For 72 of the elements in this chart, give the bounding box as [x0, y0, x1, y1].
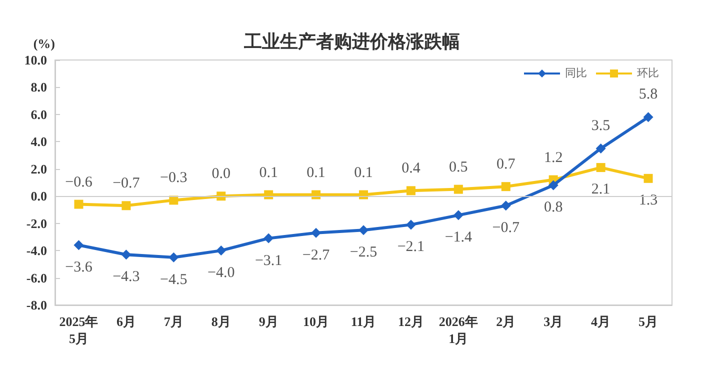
point	[644, 174, 653, 183]
point	[358, 225, 368, 236]
y-tick-label: 6.0	[30, 106, 47, 122]
x-tick-label: 6月	[116, 314, 136, 329]
point	[453, 210, 464, 220]
point	[406, 186, 416, 196]
legend-label: 环比	[637, 66, 659, 80]
x-tick-label: 8月	[211, 314, 231, 329]
point	[454, 184, 463, 194]
data-label: 0.8	[544, 200, 563, 216]
point	[501, 182, 510, 192]
data-label: 0.1	[354, 164, 373, 181]
point	[122, 201, 131, 210]
point	[264, 233, 274, 244]
data-label: 2.1	[591, 182, 610, 198]
data-label: 3.5	[591, 118, 610, 134]
point	[596, 163, 606, 172]
y-tick-label: 0.0	[30, 188, 47, 204]
x-tick-label: 10月	[303, 314, 330, 329]
data-label: −4.5	[160, 272, 188, 288]
x-tick-label: 7月	[164, 314, 184, 329]
x-tick-label: 12月	[398, 314, 424, 329]
data-label: 5.8	[638, 86, 658, 103]
data-label: 0.7	[496, 156, 516, 173]
data-label: −0.7	[112, 176, 140, 192]
y-tick-label: 10.0	[24, 52, 47, 68]
legend-label: 同比	[565, 66, 587, 80]
data-label: −4.3	[112, 269, 140, 286]
point	[406, 220, 416, 230]
x-tick-label: 2025年 5月	[59, 314, 98, 346]
data-label: 0.1	[259, 164, 278, 181]
data-label: −2.7	[302, 247, 330, 264]
data-label: −3.6	[65, 260, 93, 276]
point	[548, 180, 558, 190]
data-label: 0.0	[212, 166, 230, 182]
x-tick-label: 2月	[496, 314, 516, 329]
data-label: 0.5	[449, 159, 468, 176]
data-label: −0.6	[65, 174, 93, 190]
y-tick-label: -4.0	[26, 243, 47, 258]
data-label: −1.4	[444, 230, 473, 246]
x-tick-label: 5月	[638, 314, 658, 329]
point	[216, 246, 226, 256]
data-label: 0.4	[402, 160, 421, 177]
data-label: −3.1	[254, 252, 282, 269]
data-label: −2.1	[397, 239, 425, 256]
y-tick-label: 2.0	[30, 161, 47, 176]
x-tick-label: 3月	[544, 314, 564, 329]
point	[168, 252, 179, 262]
point	[121, 250, 132, 260]
data-label: 1.2	[544, 150, 563, 166]
point	[311, 228, 322, 238]
data-label: −0.3	[160, 170, 188, 186]
point	[643, 112, 654, 122]
data-label: −2.5	[350, 244, 378, 261]
x-tick-label: 9月	[258, 314, 278, 329]
data-label: −4.0	[208, 265, 235, 282]
chart-title: 工业生产者购进价格涨跌幅	[243, 32, 460, 52]
x-tick-label: 11月	[350, 314, 376, 329]
y-tick-label: -2.0	[26, 216, 47, 231]
point	[596, 143, 606, 154]
y-tick-label: 8.0	[30, 80, 47, 95]
data-label: 0.1	[306, 164, 326, 181]
data-label: −0.7	[492, 220, 520, 236]
x-tick-label: 4月	[591, 314, 611, 329]
point	[74, 200, 84, 209]
y-tick-label: -6.0	[26, 270, 47, 286]
point	[74, 240, 84, 250]
point	[500, 200, 511, 211]
y-tick-label: 4.0	[30, 134, 47, 150]
y-axis-title: (%)	[33, 36, 55, 51]
y-tick-label: -8.0	[26, 298, 47, 312]
x-tick-label: 2026年 1月	[438, 314, 478, 346]
